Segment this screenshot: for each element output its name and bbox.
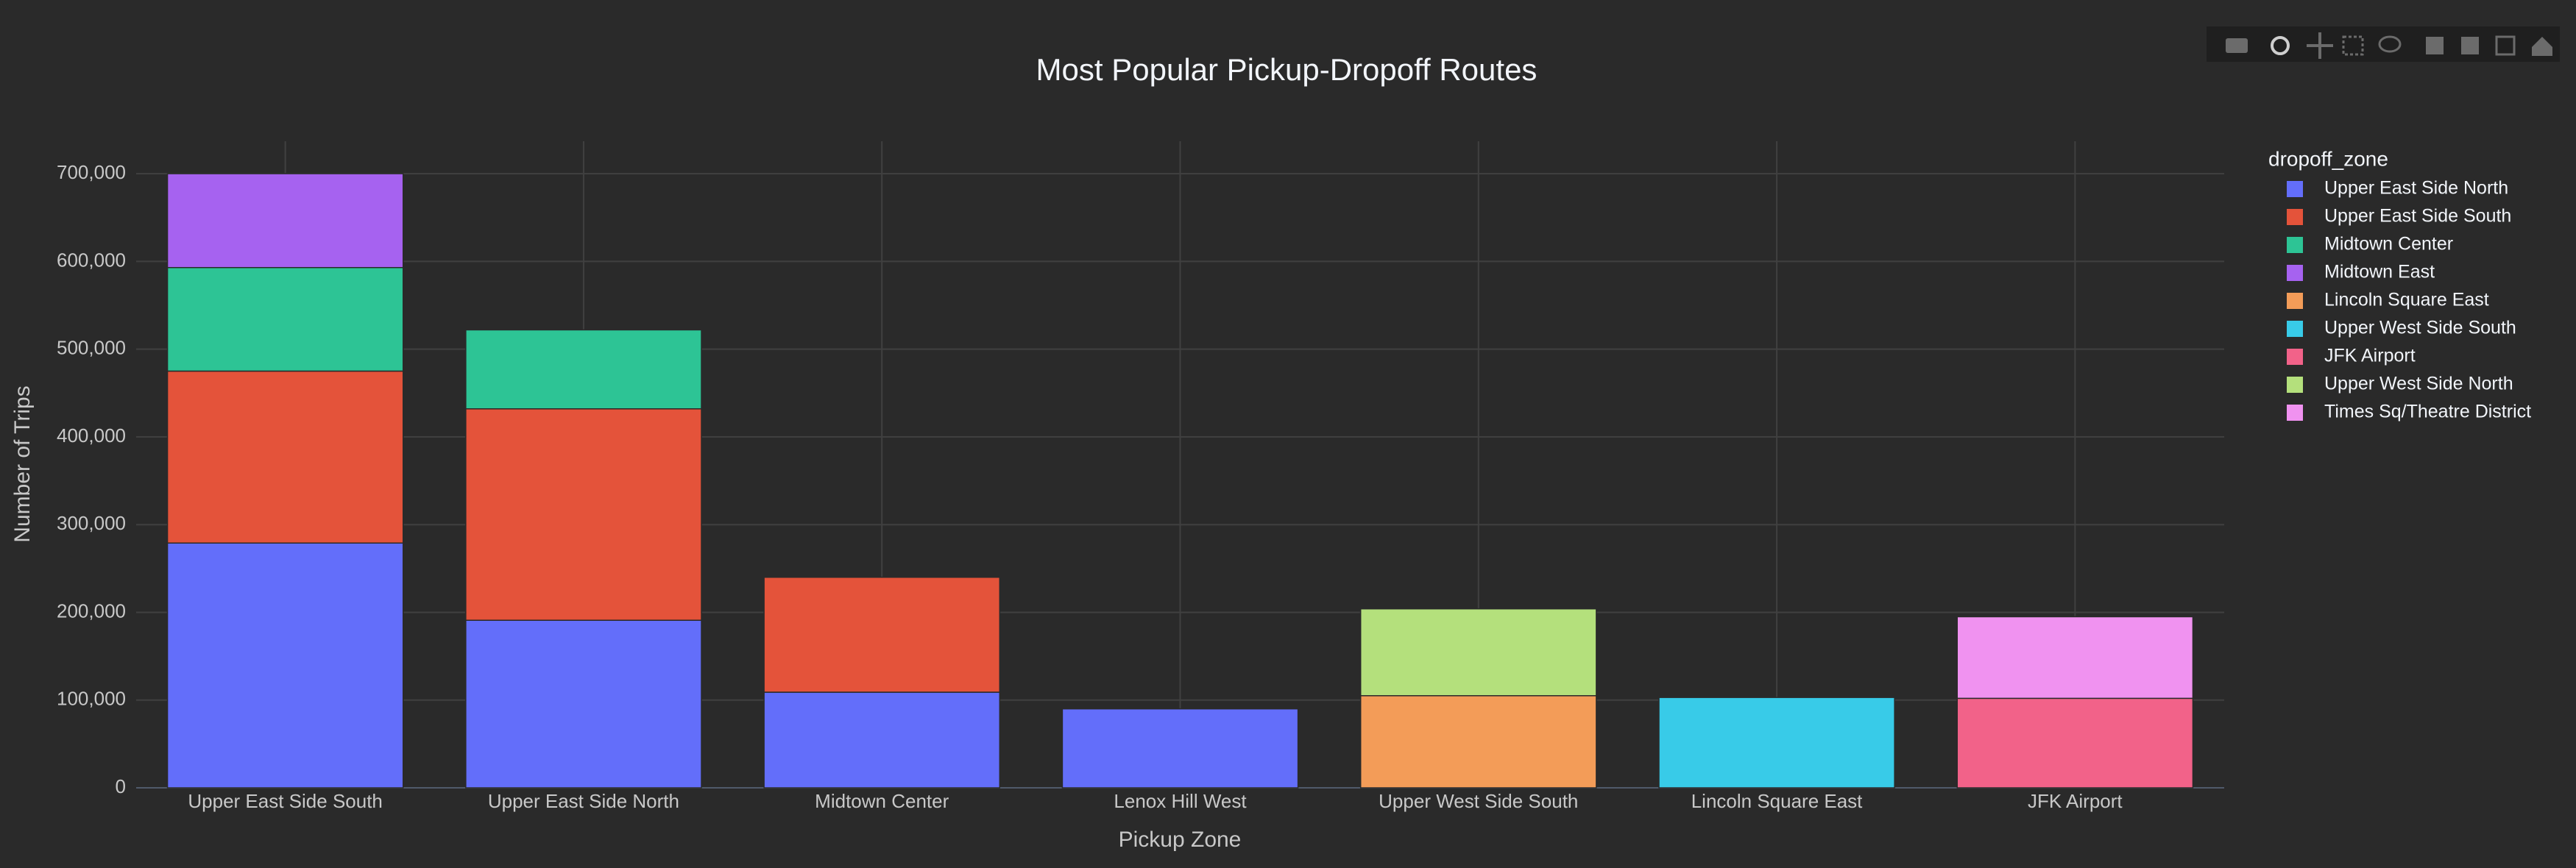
- legend-label: Upper East Side North: [2324, 178, 2508, 199]
- bar-segment: [763, 577, 1001, 693]
- pan-icon[interactable]: [2307, 32, 2333, 59]
- modebar: [2207, 26, 2560, 62]
- x-tick-label: Upper West Side South: [1379, 790, 1578, 812]
- bar-segment: [166, 173, 404, 268]
- x-tick-label: Upper East Side North: [488, 790, 679, 812]
- x-tick-label: Lenox Hill West: [1114, 790, 1247, 812]
- bar-segment: [1956, 697, 2194, 789]
- camera-icon[interactable]: [2226, 38, 2248, 53]
- legend-label: Midtown East: [2324, 262, 2435, 282]
- bar-segment: [166, 370, 404, 544]
- x-tick-label: Upper East Side South: [188, 790, 383, 812]
- select-icon[interactable]: [2342, 35, 2364, 56]
- bar-segment: [166, 542, 404, 789]
- x-tick-label: Lincoln Square East: [1691, 790, 1863, 812]
- legend-label: Upper East Side South: [2324, 206, 2511, 227]
- legend-swatch: [2287, 321, 2303, 337]
- zoom-out-icon[interactable]: [2461, 37, 2479, 54]
- y-tick-label: 0: [116, 775, 126, 797]
- y-tick-label: 700,000: [57, 161, 126, 183]
- autoscale-icon[interactable]: [2495, 35, 2516, 56]
- legend-swatch: [2287, 209, 2303, 225]
- y-axis-title: Number of Trips: [10, 385, 35, 542]
- legend-swatch: [2287, 349, 2303, 365]
- bar-segment: [1359, 695, 1597, 789]
- x-tick-label: JFK Airport: [2028, 790, 2123, 812]
- y-tick-label: 400,000: [57, 424, 126, 447]
- lasso-icon[interactable]: [2378, 35, 2402, 53]
- legend-swatch: [2287, 405, 2303, 421]
- legend-swatch: [2287, 265, 2303, 281]
- bar-segment: [1956, 616, 2194, 700]
- legend-label: Midtown Center: [2324, 234, 2453, 255]
- y-tick-label: 300,000: [57, 512, 126, 534]
- bar-segment: [465, 329, 702, 410]
- y-tick-label: 200,000: [57, 600, 126, 622]
- x-tick-label: Midtown Center: [815, 790, 949, 812]
- legend-label: Upper West Side North: [2324, 374, 2513, 394]
- legend-label: Times Sq/Theatre District: [2324, 402, 2531, 422]
- y-tick-label: 600,000: [57, 249, 126, 271]
- bar-segment: [166, 266, 404, 372]
- legend-swatch: [2287, 181, 2303, 197]
- bar-segment: [1061, 708, 1299, 789]
- bar-segment: [763, 691, 1001, 789]
- grid: [136, 141, 2224, 789]
- legend-label: JFK Airport: [2324, 346, 2416, 366]
- y-tick-label: 100,000: [57, 688, 126, 710]
- zoom-in-icon[interactable]: [2426, 37, 2444, 54]
- y-tick-label: 500,000: [57, 337, 126, 359]
- zoom-icon[interactable]: [2271, 36, 2290, 55]
- bar-segment: [465, 408, 702, 621]
- legend-label: Lincoln Square East: [2324, 290, 2489, 310]
- modebar-bg: [2207, 26, 2560, 62]
- legend-swatch: [2287, 237, 2303, 253]
- bar-segment: [1658, 697, 1895, 789]
- bar-segment: [1359, 608, 1597, 697]
- legend-title: dropoff_zone: [2268, 147, 2388, 170]
- chart-title: Most Popular Pickup-Dropoff Routes: [1036, 52, 1538, 87]
- home-icon[interactable]: [2532, 37, 2552, 56]
- legend-swatch: [2287, 293, 2303, 309]
- x-axis-title: Pickup Zone: [1119, 828, 1242, 852]
- legend-label: Upper West Side South: [2324, 318, 2516, 338]
- bar-segment: [465, 619, 702, 789]
- legend-swatch: [2287, 377, 2303, 393]
